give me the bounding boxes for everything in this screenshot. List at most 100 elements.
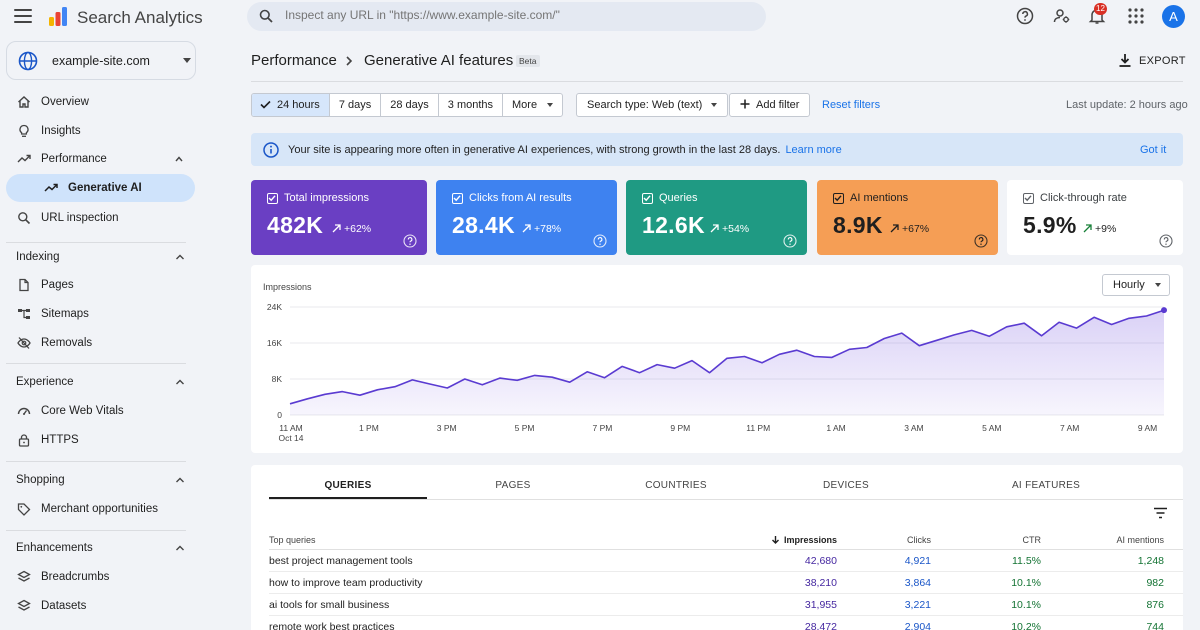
menu-icon[interactable] (14, 9, 32, 23)
download-icon (1119, 54, 1131, 67)
checkbox-checked[interactable] (267, 193, 278, 204)
impressions-chart-panel: Impressions 0 8K 16K 24K 11 AM 1 PM 3 PM 5 PM 7 P… (251, 265, 1183, 453)
sidebar-item-generative-ai[interactable]: Generative AI (6, 174, 195, 202)
manage-users-icon[interactable] (1053, 7, 1071, 25)
column-header-impressions[interactable]: Impressions (767, 535, 837, 545)
sidebar-item-sitemaps[interactable]: Sitemaps (6, 300, 195, 328)
column-header-ai-mentions[interactable]: AI mentions (1116, 535, 1164, 545)
add-filter-button[interactable]: Add filter (729, 93, 811, 117)
range-7-days[interactable]: 7 days (330, 94, 382, 116)
sidebar-item-label: Removals (41, 337, 93, 349)
granularity-dropdown[interactable]: Hourly (1102, 274, 1170, 296)
sidebar-item-label: Sitemaps (41, 308, 89, 320)
help-icon[interactable] (403, 234, 417, 248)
table-row[interactable]: remote work best practices 28,472 2,904 … (269, 616, 1183, 630)
checkbox-checked[interactable] (833, 193, 844, 204)
tab-queries[interactable]: QUERIES (324, 480, 372, 491)
range-more-dropdown[interactable]: More (503, 94, 562, 116)
column-header-clicks[interactable]: Clicks (907, 535, 931, 545)
sidebar-item-label: HTTPS (41, 434, 79, 446)
filter-icon[interactable] (1153, 507, 1168, 519)
column-header-query[interactable]: Top queries (269, 535, 316, 545)
metric-delta-value: +9% (1095, 223, 1117, 235)
sidebar-item-label: Merchant opportunities (41, 503, 158, 515)
removal-icon (17, 337, 31, 349)
chevron-up-icon[interactable] (175, 476, 185, 484)
check-icon (260, 100, 271, 109)
chevron-up-icon[interactable] (175, 378, 185, 386)
chevron-up-icon (175, 156, 183, 162)
clicks-value: 3,221 (904, 599, 931, 611)
tab-ai-features[interactable]: AI FEATURES (1011, 480, 1081, 491)
check-icon (268, 195, 276, 202)
avatar[interactable]: A (1162, 5, 1185, 28)
checkbox-checked[interactable] (642, 193, 653, 204)
sidebar-item-https[interactable]: HTTPS (6, 426, 195, 454)
chevron-up-icon[interactable] (175, 544, 185, 552)
range-3-months[interactable]: 3 months (439, 94, 504, 116)
table-row[interactable]: how to improve team productivity 38,210 … (269, 572, 1183, 594)
x-tick-label: 3 PM (437, 423, 457, 433)
metric-card-ai-mentions[interactable]: AI mentions 8.9K +67% (817, 180, 998, 255)
tab-pages[interactable]: PAGES (495, 480, 531, 491)
sidebar: example-site.com Overview Insights Perfo… (0, 34, 205, 630)
reset-filters-link[interactable]: Reset filters (822, 99, 881, 111)
metric-card-clicks[interactable]: Clicks from AI results 28.4K +78% (436, 180, 617, 255)
sidebar-item-label: Datasets (41, 600, 87, 612)
layers-icon (17, 599, 31, 611)
table-row[interactable]: best project management tools 42,680 4,9… (269, 550, 1183, 572)
sidebar-item-label: Core Web Vitals (41, 405, 124, 417)
ai-mentions-value: 744 (1146, 621, 1164, 630)
help-icon[interactable] (1159, 234, 1173, 248)
sidebar-item-removals[interactable]: Removals (6, 329, 195, 357)
metric-value: 5.9% (1023, 212, 1077, 238)
metric-card-queries[interactable]: Queries 12.6K +54% (626, 180, 807, 255)
tab-countries[interactable]: COUNTRIES (645, 480, 707, 491)
impressions-value: 38,210 (804, 577, 837, 589)
help-icon[interactable] (974, 234, 988, 248)
sidebar-item-pages[interactable]: Pages (6, 271, 195, 299)
sidebar-item-url-inspection[interactable]: URL inspection (6, 204, 195, 232)
y-tick-label: 16K (267, 338, 282, 348)
got-it-button[interactable]: Got it (1140, 144, 1167, 156)
range-28-days[interactable]: 28 days (381, 94, 439, 116)
checkbox-checked[interactable] (452, 193, 463, 204)
sidebar-item-overview[interactable]: Overview (6, 88, 195, 116)
sidebar-item-datasets[interactable]: Datasets (6, 592, 195, 620)
granularity-label: Hourly (1113, 279, 1145, 291)
sidebar-item-breadcrumbs[interactable]: Breadcrumbs (6, 563, 195, 591)
metric-card-ctr[interactable]: Click-through rate 5.9% +9% (1007, 180, 1183, 255)
help-icon[interactable] (783, 234, 797, 248)
chevron-down-icon (711, 103, 718, 108)
sidebar-item-insights[interactable]: Insights (6, 117, 195, 145)
learn-more-link[interactable]: Learn more (785, 144, 842, 156)
apps-grid-icon[interactable] (1127, 7, 1145, 25)
breadcrumb-parent[interactable]: Performance (251, 52, 337, 69)
metric-card-total-impressions[interactable]: Total impressions 482K +62% (251, 180, 427, 255)
range-24-hours[interactable]: 24 hours (252, 94, 330, 116)
range-label: 3 months (447, 99, 494, 111)
info-banner: Your site is appearing more often in gen… (251, 133, 1183, 166)
banner-text: Your site is appearing more often in gen… (288, 144, 781, 156)
sidebar-item-performance[interactable]: Performance (6, 145, 195, 173)
ctr-value: 10.1% (1011, 577, 1041, 589)
property-selector[interactable]: example-site.com (6, 41, 196, 80)
clicks-value: 4,921 (904, 555, 931, 567)
table-row[interactable]: ai tools for small business 31,955 3,221… (269, 594, 1183, 616)
search-type-dropdown[interactable]: Search type: Web (text) (576, 93, 729, 117)
help-icon[interactable] (1016, 7, 1034, 25)
sidebar-item-merchant-opportunities[interactable]: Merchant opportunities (6, 495, 195, 523)
home-icon (18, 96, 30, 108)
url-inspect-search[interactable] (247, 2, 766, 31)
metric-delta-value: +78% (534, 223, 562, 235)
sidebar-item-core-web-vitals[interactable]: Core Web Vitals (6, 397, 195, 425)
column-header-ctr[interactable]: CTR (1022, 535, 1042, 545)
x-tick-label: 11 AM (279, 423, 302, 433)
search-input[interactable] (285, 8, 745, 22)
chevron-up-icon[interactable] (175, 253, 185, 261)
tab-devices[interactable]: DEVICES (822, 480, 869, 491)
metric-delta-value: +54% (722, 223, 750, 235)
checkbox-unchecked[interactable] (1023, 193, 1034, 204)
metric-value: 482K (267, 212, 324, 238)
help-icon[interactable] (593, 234, 607, 248)
